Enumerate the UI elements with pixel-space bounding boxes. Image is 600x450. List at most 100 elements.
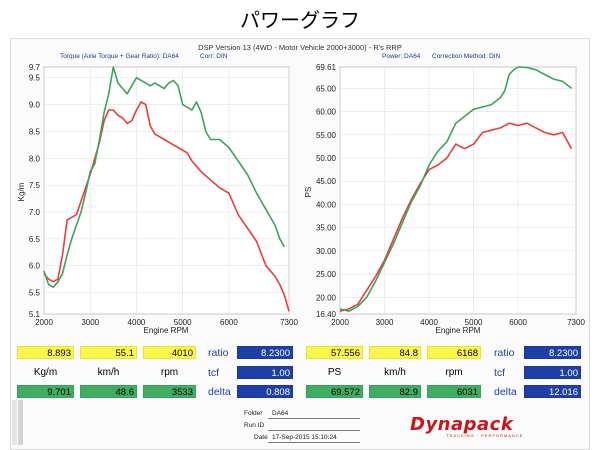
power-alt-speed: 82.9 [369,385,421,398]
power-x-axis-title: Engine RPM [436,326,481,335]
power-rpm-unit-label: rpm [445,367,463,378]
torque-header-label: Torque (Axle Torque + Gear Ratio): DA64 [60,53,179,60]
power-y-tick-label: 30.00 [316,247,337,256]
power-tcf-label: tcf [494,367,506,379]
torque-peak-value: 8.893 [17,346,74,359]
power-ratio-value: 8.2300 [524,346,581,359]
torque-green-series-line [43,66,286,289]
power-y-tick-label: 16.40 [316,310,337,319]
power-series-group [339,66,573,313]
torque-y-tick-label: 5.5 [29,289,41,298]
power-corr-label: Correction Method: DIN [432,53,501,60]
run-id-underline [268,430,360,431]
date-label: Date [254,434,268,441]
power-peak-speed: 84.8 [369,346,421,359]
power-red-series-line [339,122,573,312]
torque-peak-rpm: 4010 [143,346,196,359]
power-peak-rpm: 6168 [427,346,481,359]
torque-x-tick-label: 4000 [128,318,146,327]
torque-x-tick-label: 3000 [81,318,99,327]
power-y-tick-label: 69.61 [316,63,337,72]
folder-underline [268,418,360,419]
torque-unit-label: Kg/m [33,367,58,378]
torque-x-tick-label: 7300 [280,318,298,327]
power-peak-value: 57.556 [306,346,363,359]
power-y-tick-label: 50.00 [316,154,337,163]
folder-label: Folder [244,410,263,417]
torque-y-tick-label: 6.0 [29,262,41,271]
ratio-value: 8.2300 [237,346,293,359]
torque-y-tick-label: 6.5 [29,235,41,244]
torque-series-group [43,66,290,312]
torque-red-series-line [43,101,290,312]
power-x-tick-label: 5000 [465,318,483,327]
power-grid [339,66,577,315]
power-alt-value: 69.572 [306,385,363,398]
torque-grid [43,66,290,315]
power-y-tick-label: 35.00 [316,224,337,233]
power-delta-value: 12.016 [524,385,581,398]
page-title: パワーグラフ [240,8,360,32]
torque-y-tick-label: 8.5 [29,127,41,136]
torque-corr-label: Corr: DIN [200,53,228,60]
speed-unit-label: km/h [97,367,120,378]
power-y-tick-label: 55.00 [316,131,337,140]
power-green-series-line [339,66,572,313]
power-header-label: Power: DA64 [382,53,421,60]
power-unit-label: PS [327,367,342,378]
rpm-unit-label: rpm [160,367,179,378]
left-edge-strip [12,400,17,445]
torque-y-tick-label: 7.0 [29,208,41,217]
tcf-value: 1.00 [237,366,293,379]
torque-y-tick-label: 5.1 [29,310,41,319]
torque-y-tick-label: 7.5 [29,181,41,190]
torque-alt-speed: 48.6 [80,385,137,398]
torque-alt-value: 9.701 [17,385,74,398]
power-y-ticks: 69.61 65.00 60.00 55.00 50.00 45.00 40.00 35.00… [316,63,337,319]
power-speed-unit-label: km/h [384,367,406,378]
power-y-tick-label: 25.00 [316,270,337,279]
power-y-tick-label: 20.00 [316,293,337,302]
power-x-ticks: 2000 3000 4000 5000 6000 7300 [331,318,585,327]
report-title: DSP Version 13 (4WD - Motor Vehicle 2000… [198,43,402,52]
power-ratio-label: ratio [494,347,515,359]
folder-value: DA64 [272,410,289,417]
dynapack-logo: Dynapack [410,414,514,435]
power-y-tick-label: 60.00 [316,108,337,117]
power-x-tick-label: 2000 [331,318,349,327]
power-x-tick-label: 3000 [376,318,394,327]
power-alt-rpm: 6031 [427,385,481,398]
power-x-tick-label: 4000 [420,318,438,327]
torque-y-tick-label: 8.0 [29,154,41,163]
torque-peak-speed: 55.1 [80,346,137,359]
torque-x-axis-title: Engine RPM [144,326,189,335]
torque-x-ticks: 2000 3000 4000 5000 6000 7300 [35,318,298,327]
dynapack-logo-subtext: TRACKING · PERFORMANCE [446,433,524,438]
left-panel-header: Torque (Axle Torque + Gear Ratio): DA64 … [40,53,300,63]
torque-x-tick-label: 6000 [220,318,238,327]
date-underline [268,442,360,443]
power-x-tick-label: 6000 [509,318,527,327]
torque-alt-rpm: 3533 [143,385,196,398]
torque-y-axis-title: Kg/m [17,182,26,201]
delta-value: 0.808 [237,385,293,398]
date-value: 17-Sep-2015 15:10:24 [272,434,337,441]
power-delta-label: delta [494,386,517,398]
right-panel-header: Power: DA64 Correction Method: DIN [300,53,590,63]
torque-y-tick-label: 9.0 [29,101,41,110]
torque-x-tick-label: 5000 [174,318,192,327]
torque-y-tick-label: 9.5 [29,74,41,83]
power-y-tick-label: 65.00 [316,84,337,93]
power-y-axis-title: PS [304,187,313,198]
power-y-tick-label: 40.00 [316,200,337,209]
power-x-tick-label: 7300 [567,318,585,327]
torque-x-tick-label: 2000 [35,318,53,327]
run-id-label: Run ID [244,422,265,429]
power-y-tick-label: 45.00 [316,177,337,186]
power-tcf-value: 1.00 [524,366,581,379]
delta-label: delta [208,386,231,398]
left-edge-strip-2 [18,400,23,445]
ratio-label: ratio [208,347,229,359]
